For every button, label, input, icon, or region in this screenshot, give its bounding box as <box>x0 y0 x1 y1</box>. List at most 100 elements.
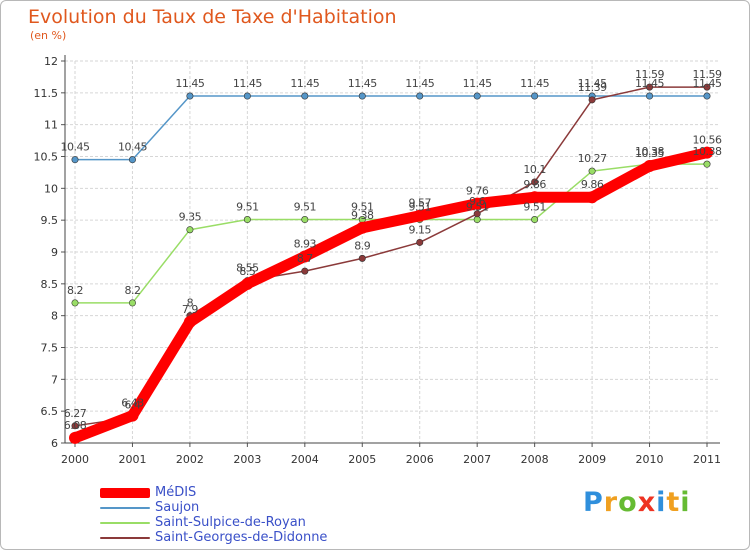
chart-subtitle: (en %) <box>30 29 67 42</box>
data-point <box>646 92 654 100</box>
data-label: 10.1 <box>523 163 546 176</box>
data-point <box>241 277 254 290</box>
legend-label: Saint-Sulpice-de-Royan <box>155 515 306 530</box>
y-tick-label: 9 <box>51 246 58 259</box>
data-point <box>71 299 79 307</box>
data-label: 11.59 <box>693 68 722 81</box>
data-point <box>186 226 194 234</box>
logo-letter: P <box>583 487 604 518</box>
data-point <box>243 92 251 100</box>
y-tick-label: 7.5 <box>41 342 59 355</box>
chart-legend: MéDIS Saujon Saint-Sulpice-de-Royan Saint-G… <box>100 485 327 545</box>
legend-swatch <box>100 506 150 509</box>
data-point <box>186 92 194 100</box>
data-point <box>298 250 311 263</box>
data-label: 9.86 <box>523 178 546 191</box>
x-tick-label: 2000 <box>61 453 89 466</box>
data-point <box>588 167 596 175</box>
data-label: 9.51 <box>523 201 546 214</box>
data-point <box>586 191 599 204</box>
data-point <box>643 160 656 173</box>
data-label: 10.38 <box>635 145 664 158</box>
data-label: 11.39 <box>578 81 607 94</box>
data-label: 11.45 <box>693 77 722 90</box>
data-point <box>703 83 711 91</box>
data-label: 9.51 <box>351 201 374 214</box>
legend-swatch <box>100 536 150 539</box>
y-tick-label: 11.5 <box>34 87 59 100</box>
data-point <box>701 146 713 159</box>
legend-swatch <box>100 521 150 524</box>
data-point <box>473 210 481 218</box>
data-point <box>531 92 539 100</box>
data-label: 11.45 <box>175 77 204 90</box>
chart-title: Evolution du Taux de Taxe d'Habitation <box>28 6 397 28</box>
data-label: 6.27 <box>64 407 87 420</box>
legend-item: Saint-Sulpice-de-Royan <box>100 515 327 530</box>
data-point <box>413 209 426 222</box>
data-label: 11.45 <box>348 77 377 90</box>
data-label: 8 <box>187 297 194 310</box>
data-point <box>531 178 539 186</box>
x-tick-label: 2002 <box>176 453 204 466</box>
data-label: 11.45 <box>405 77 434 90</box>
x-tick-label: 2006 <box>406 453 434 466</box>
logo-letter: t <box>666 487 681 518</box>
data-point <box>126 409 139 422</box>
data-point <box>528 191 541 204</box>
data-label: 9.57 <box>408 197 431 210</box>
legend-label: Saint-Georges-de-Didonne <box>155 530 328 545</box>
data-label: 8.93 <box>294 237 317 250</box>
y-tick-label: 8 <box>51 310 58 323</box>
y-tick-label: 8.5 <box>41 278 59 291</box>
data-label: 9.51 <box>408 201 431 214</box>
data-point <box>71 422 79 430</box>
logo-letter: i <box>656 487 667 518</box>
data-label: 10.45 <box>61 141 90 154</box>
data-point <box>531 216 539 224</box>
data-label: 8.2 <box>67 284 83 297</box>
data-point <box>703 160 711 168</box>
legend-item: Saujon <box>100 500 327 515</box>
legend-swatch <box>100 487 150 498</box>
data-label: 10.45 <box>118 141 147 154</box>
series-line-0 <box>69 147 713 444</box>
x-tick-label: 2009 <box>578 453 606 466</box>
data-label: 6.08 <box>64 419 87 432</box>
data-label: 9.51 <box>466 201 489 214</box>
proxiti-logo: Proxiti <box>583 487 691 518</box>
data-point <box>416 92 424 100</box>
data-label: 11.45 <box>520 77 549 90</box>
data-label: 9.38 <box>351 209 374 222</box>
y-tick-label: 6 <box>51 437 58 450</box>
data-point <box>71 156 79 164</box>
logo-letter: o <box>618 487 638 518</box>
data-label: 8.9 <box>354 239 370 252</box>
data-label: 9.35 <box>179 211 202 224</box>
legend-label: Saujon <box>155 500 200 515</box>
y-tick-label: 11 <box>44 119 58 132</box>
data-label: 11.45 <box>233 77 262 90</box>
data-point <box>416 238 424 246</box>
data-label: 10.27 <box>578 152 607 165</box>
data-point <box>703 92 711 100</box>
x-tick-label: 2008 <box>521 453 549 466</box>
legend-label: MéDIS <box>155 485 197 500</box>
data-label: 10.38 <box>693 145 722 158</box>
data-point <box>301 92 309 100</box>
legend-item: Saint-Georges-de-Didonne <box>100 530 327 545</box>
series-line-1 <box>74 95 708 161</box>
data-label: 9.51 <box>294 201 317 214</box>
logo-letter: i <box>680 487 691 518</box>
data-label: 9.86 <box>581 178 604 191</box>
data-label: 11.45 <box>578 77 607 90</box>
data-label: 9.76 <box>466 185 489 198</box>
data-label: 11.45 <box>463 77 492 90</box>
data-point <box>301 267 309 275</box>
data-label: 9.15 <box>408 223 431 236</box>
data-point <box>356 221 369 234</box>
data-point <box>69 431 81 444</box>
data-point <box>358 92 366 100</box>
logo-letter: r <box>603 487 619 518</box>
data-label: 9.6 <box>469 195 485 208</box>
